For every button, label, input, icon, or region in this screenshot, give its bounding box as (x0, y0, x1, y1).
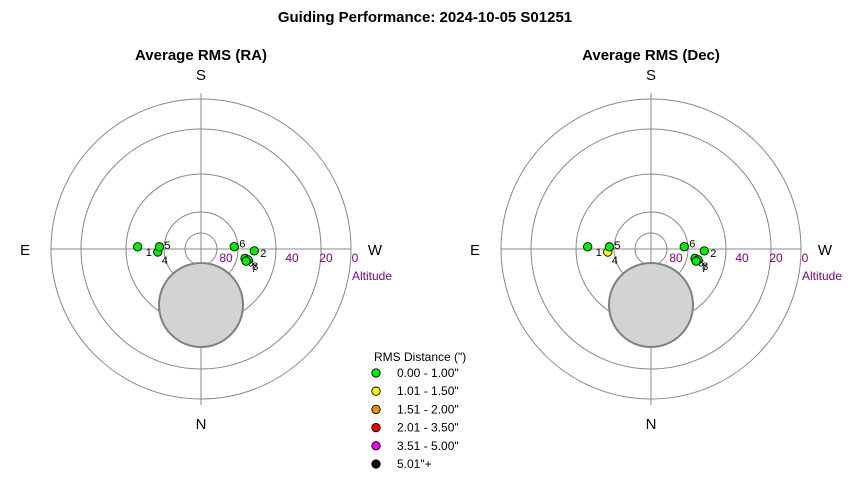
data-point-label: 4 (612, 255, 618, 267)
data-point-label: 1 (146, 247, 152, 259)
data-point-label: 1 (596, 247, 602, 259)
altitude-tick-label: 20 (769, 251, 783, 265)
data-point (604, 242, 615, 252)
data-point (249, 246, 259, 256)
legend: RMS Distance (") 0.00 - 1.00" 1.01 - 1.50"… (371, 350, 466, 471)
data-point-label: 7 (701, 263, 707, 275)
legend-item-label: 1.51 - 2.00" (397, 402, 459, 416)
direction-label-right: W (818, 242, 833, 259)
data-point-label: 8 (252, 261, 258, 273)
legend-swatch (371, 441, 381, 451)
altitude-axis-label: Altitude (352, 269, 392, 283)
data-point-label: 6 (239, 239, 245, 251)
legend-swatch (371, 368, 381, 378)
altitude-tick-label: 20 (319, 251, 333, 265)
legend-item-label: 2.01 - 3.50" (397, 421, 459, 435)
data-point (229, 242, 239, 252)
altitude-tick-label: 80 (219, 251, 233, 265)
altitude-axis-label: Altitude (802, 269, 842, 283)
chart-title: Average RMS (Dec) (582, 47, 720, 64)
direction-label-right: W (368, 242, 383, 259)
legend-item-label: 0.00 - 1.00" (397, 366, 459, 380)
data-point (133, 242, 143, 252)
data-point (691, 256, 701, 266)
altitude-tick-label: 40 (285, 251, 299, 265)
legend-item-label: 3.51 - 5.00" (397, 439, 459, 453)
direction-label-left: E (470, 242, 480, 259)
data-point (679, 242, 689, 252)
chart-title: Average RMS (RA) (135, 47, 267, 64)
page-title: Guiding Performance: 2024-10-05 S01251 (277, 9, 573, 26)
legend-swatch (371, 422, 381, 433)
data-point-label: 7 (251, 263, 257, 275)
data-point (699, 246, 709, 256)
altitude-tick-label: 0 (352, 251, 359, 265)
direction-label-left: E (20, 242, 30, 259)
data-point (583, 242, 593, 252)
legend-swatch (371, 404, 381, 415)
data-point-label: 2 (710, 248, 716, 260)
direction-label-bottom: N (196, 416, 207, 433)
direction-label-top: S (196, 67, 206, 84)
altitude-tick-label: 0 (802, 251, 809, 265)
direction-label-bottom: N (646, 416, 657, 433)
altitude-tick-label: 40 (735, 251, 749, 265)
data-point-label: 6 (689, 239, 695, 251)
obstruction-disc (158, 262, 244, 348)
legend-item-label: 1.01 - 1.50" (397, 384, 459, 398)
polar-chart-dec: Average RMS (Dec) S N E W 80 40 20 0 Altitude 14 5 6… (470, 47, 842, 433)
direction-label-top: S (646, 67, 656, 84)
altitude-tick-label: 80 (669, 251, 683, 265)
data-point-label: 4 (162, 255, 168, 267)
obstruction-disc (608, 262, 694, 348)
data-point (241, 256, 251, 266)
data-point-label: 5 (164, 240, 170, 252)
legend-item-label: 5.01"+ (397, 457, 432, 471)
legend-title: RMS Distance (") (374, 350, 466, 364)
data-point (154, 242, 165, 252)
data-point-label: 5 (614, 240, 620, 252)
polar-chart-ra: Average RMS (RA) S N E W 80 40 20 0 Altitude 14 5 6 2… (20, 47, 392, 433)
data-point-label: 8 (702, 261, 708, 273)
legend-swatch (371, 459, 381, 469)
legend-swatch (371, 386, 381, 396)
data-point-label: 2 (260, 248, 266, 260)
